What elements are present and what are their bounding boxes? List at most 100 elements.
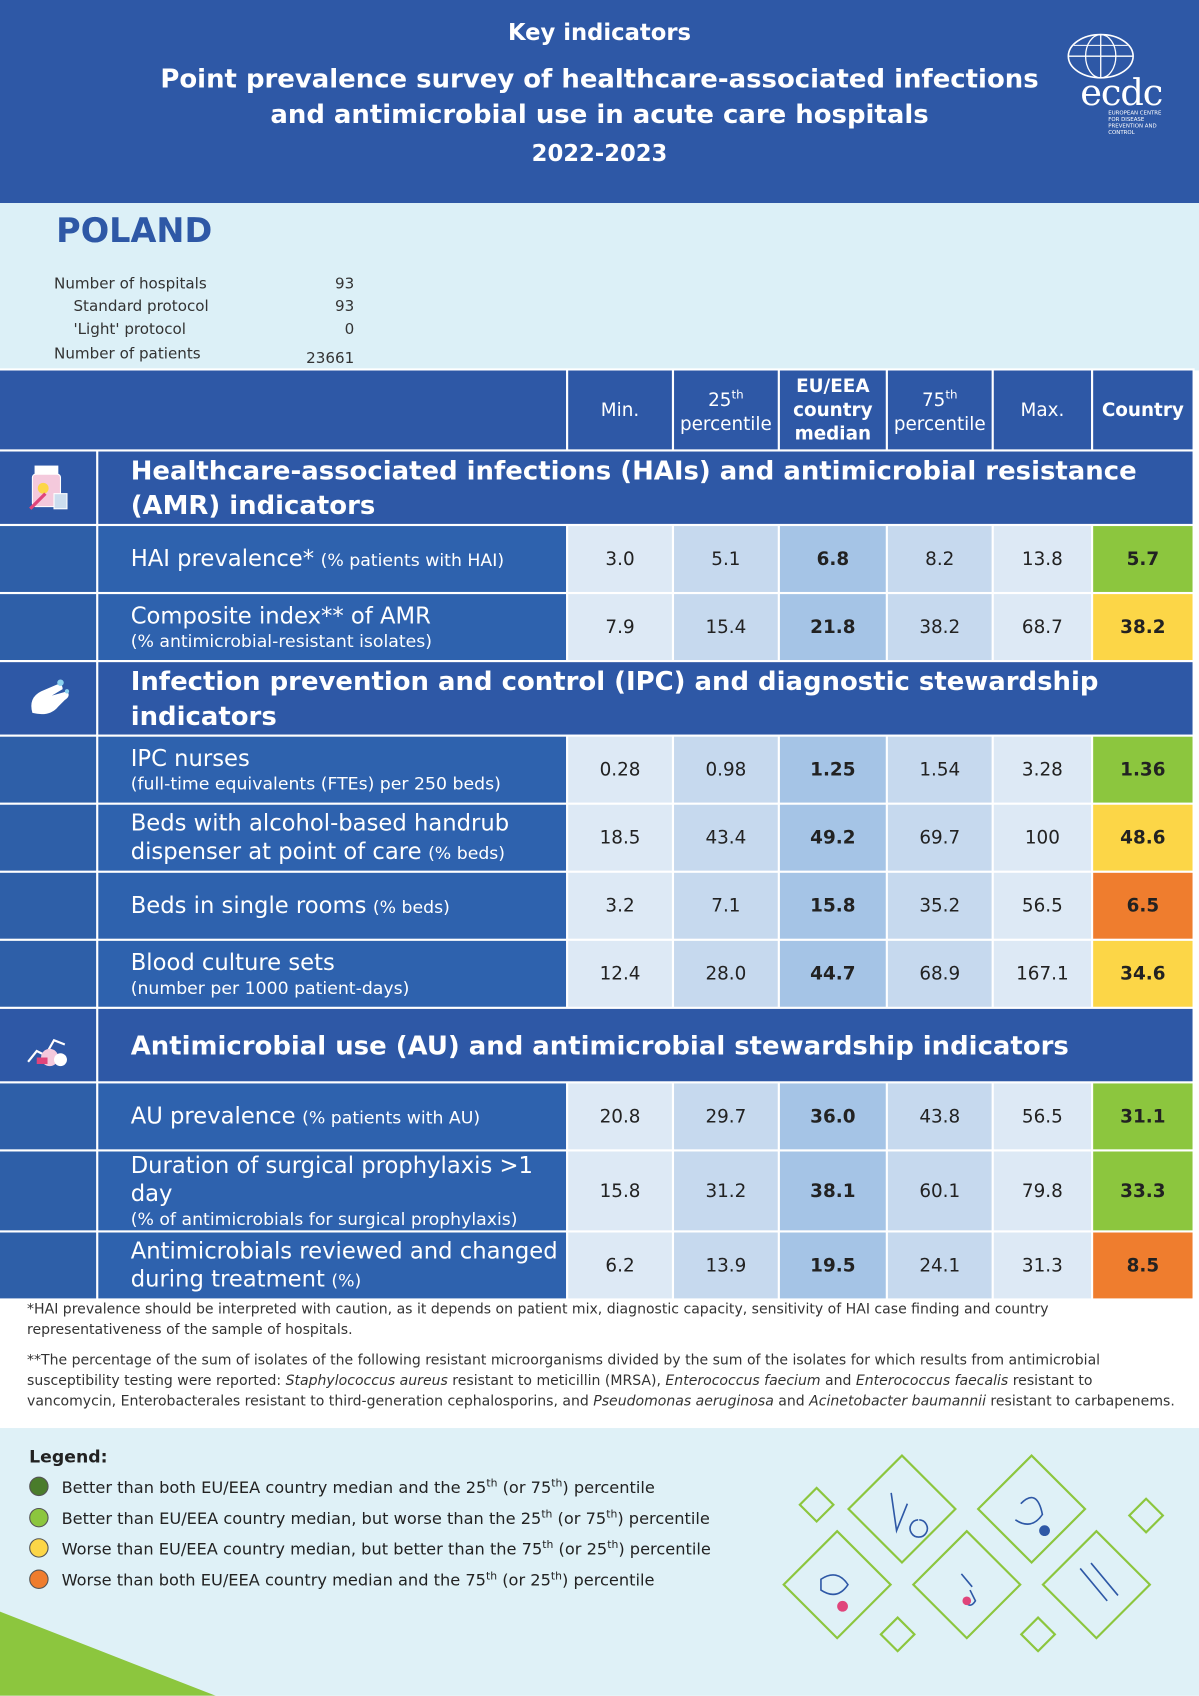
info-label: Standard protocol [73, 298, 209, 316]
logo-caption: EUROPEAN CENTRE FOR DISEASE PREVENTION A… [1108, 110, 1162, 137]
benchmark-value: 13.9 [674, 1232, 778, 1299]
column-header: Min. [568, 370, 672, 450]
benchmark-value: 56.5 [993, 872, 1092, 939]
section-icon [0, 662, 97, 735]
legend-text: ) percentile [618, 1539, 711, 1559]
indicator-label: IPC nurses [130, 745, 250, 772]
section-row: Antimicrobial use (AU) and antimicrobial… [0, 1008, 1193, 1082]
legend-text: (or 75 [552, 1508, 607, 1528]
footnote-text: Enterococcus faecalis [855, 1372, 1009, 1390]
indicator-row: Beds in single rooms (% beds) 3.2 7.1 15.8 35… [0, 872, 1193, 939]
indicator-row: Blood culture sets (number per 1000 patie… [0, 940, 1193, 1007]
indicator-label-cell: Antimicrobials reviewed and changed duri… [98, 1232, 567, 1299]
benchmark-value: 29.7 [674, 1083, 778, 1150]
legend-item: Better than EU/EEA country median, but w… [29, 1507, 710, 1528]
indicator-row: HAI prevalence* (% patients with HAI) 3.0 5… [0, 526, 1193, 592]
benchmark-value: 60.1 [887, 1151, 992, 1231]
legend-text: th [486, 1477, 498, 1490]
country-value: 31.1 [1093, 1083, 1193, 1150]
title-line: and antimicrobial use in acute care hosp… [270, 99, 929, 130]
section-icon [0, 451, 97, 524]
benchmark-value: 24.1 [887, 1232, 992, 1299]
legend-swatch [29, 1476, 49, 1497]
benchmark-value: 6.8 [779, 526, 886, 592]
indicator-label-cell: AU prevalence (% patients with AU) [98, 1083, 567, 1150]
footnote: *HAI prevalence should be interpreted wi… [27, 1299, 1177, 1340]
benchmark-value: 38.1 [779, 1151, 886, 1231]
logo: ecdc EUROPEAN CENTRE FOR DISEASE PREVENT… [1056, 26, 1175, 137]
benchmark-value: 49.2 [779, 804, 886, 871]
indicator-note: (% antimicrobial-resistant isolates) [130, 630, 433, 652]
legend-text: th [607, 1539, 619, 1552]
icon-cell [0, 1151, 97, 1231]
indicator-label: AU prevalence [130, 1102, 296, 1129]
footnote-text: *HAI prevalence should be interpreted wi… [27, 1301, 1049, 1339]
indicator-note: (%) [331, 1269, 362, 1291]
legend-item: Worse than both EU/EEA country median an… [29, 1568, 654, 1590]
benchmark-value: 7.9 [568, 594, 672, 661]
column-header-text: Max. [1020, 399, 1065, 421]
info-value: 23661 [306, 349, 355, 368]
indicator-table: Min. 25th percentile EU/EEA country median 7… [0, 368, 1195, 1301]
benchmark-value: 31.3 [993, 1232, 1092, 1299]
icon-cell [0, 736, 97, 803]
icon-cell [0, 872, 97, 939]
table-body: Min. 25th percentile EU/EEA country median 7… [0, 370, 1193, 1299]
benchmark-value: 20.8 [568, 1083, 672, 1150]
benchmark-value: 15.8 [568, 1151, 672, 1231]
legend-swatch [29, 1507, 49, 1527]
header: Key indicators Point prevalence survey o… [0, 0, 1199, 204]
section-title: Antimicrobial use (AU) and antimicrobial… [98, 1008, 1193, 1082]
indicator-label: Antimicrobials reviewed and changed duri… [130, 1237, 558, 1292]
country-name: POLAND [56, 211, 213, 251]
legend-text: ) percentile [562, 1477, 655, 1498]
legend-swatch [29, 1538, 49, 1558]
column-header: Country [1093, 370, 1193, 450]
footnotes: *HAI prevalence should be interpreted wi… [27, 1299, 1177, 1421]
legend-text: th [541, 1508, 553, 1521]
country-value: 48.6 [1093, 804, 1193, 871]
icon-cell [0, 804, 97, 871]
benchmark-value: 69.7 [887, 804, 992, 871]
section-title: Healthcare-associated infections (HAIs) … [98, 451, 1193, 524]
title-line: Point prevalence survey of healthcare-as… [160, 63, 1039, 94]
benchmark-value: 15.8 [779, 872, 886, 939]
column-header: EU/EEA country median [779, 370, 886, 450]
legend-title: Legend: [29, 1446, 108, 1467]
column-header-text: Min. [600, 399, 640, 421]
legend-swatch [29, 1568, 49, 1589]
benchmark-value: 15.4 [674, 594, 778, 661]
indicator-row: AU prevalence (% patients with AU) 20.8 29.… [0, 1083, 1193, 1150]
legend-text: th [550, 1570, 562, 1582]
legend-text: ) percentile [617, 1508, 710, 1528]
section-row: Infection prevention and control (IPC) a… [0, 662, 1193, 735]
benchmark-value: 68.7 [993, 594, 1092, 661]
footnote-text: Staphylococcus aureus [285, 1372, 448, 1390]
info-value: 0 [344, 320, 355, 339]
footnote-text: and [820, 1372, 856, 1390]
column-header-number: 25 [708, 389, 732, 412]
benchmark-value: 6.2 [568, 1232, 672, 1299]
header-blank [0, 370, 567, 450]
indicator-note: (% patients with AU) [302, 1106, 481, 1128]
logo-name: ecdc [1080, 71, 1163, 115]
indicator-label-cell: Beds with alcohol-based handrub dispense… [98, 804, 567, 871]
icon-cell [0, 594, 97, 661]
column-header: Max. [993, 370, 1092, 450]
indicator-note: (% beds) [372, 896, 450, 917]
column-header: 75th percentile [887, 370, 992, 450]
footnote-text: Enterococcus faecium [665, 1372, 821, 1390]
legend-text: th [485, 1570, 498, 1582]
benchmark-value: 7.1 [674, 872, 778, 939]
column-header: 25th percentile [674, 370, 778, 450]
column-header-text: Country [1101, 399, 1184, 421]
section-icon [0, 1008, 97, 1082]
benchmark-value: 31.2 [674, 1151, 778, 1231]
benchmark-value: 21.8 [779, 594, 886, 661]
indicator-label-cell: Blood culture sets (number per 1000 patie… [98, 940, 567, 1007]
column-header-number: 75 [921, 389, 946, 412]
header-row: Min. 25th percentile EU/EEA country median 7… [0, 370, 1193, 450]
column-header-sup: th [731, 387, 744, 403]
footnote-text: resistant to vancomycin, Enterobacterale… [27, 1372, 1093, 1410]
